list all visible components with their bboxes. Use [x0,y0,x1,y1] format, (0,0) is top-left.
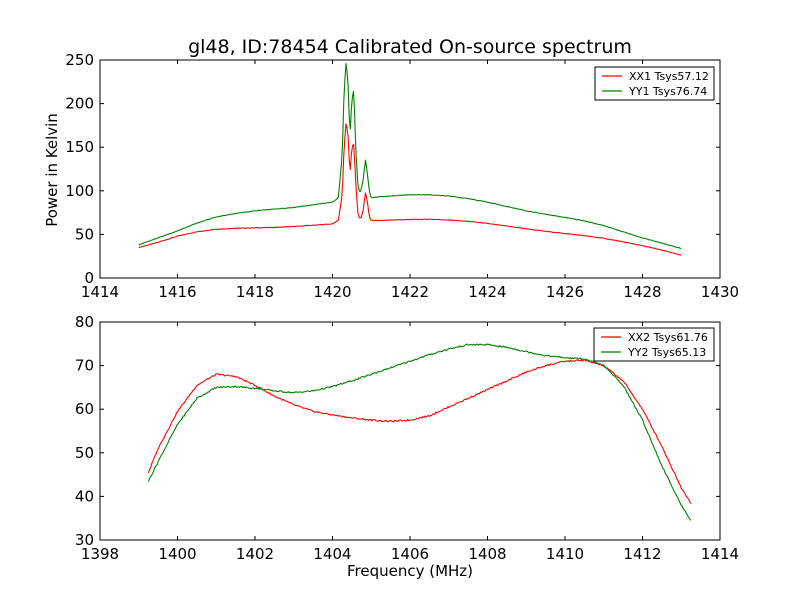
x-tick-label: 1422 [391,283,429,301]
x-tick-label: 1418 [236,283,274,301]
series-line-2-2 [147,343,692,521]
chart-title: gl48, ID:78454 Calibrated On-source spec… [188,36,632,58]
y-tick-label: 70 [75,357,94,375]
x-tick-label: 1424 [468,283,506,301]
x-tick-label: 1400 [158,545,196,563]
y-tick-label: 250 [65,51,94,69]
y-tick-label: 80 [75,313,94,331]
x-tick-label: 1412 [623,545,661,563]
y-tick-label: 30 [75,531,94,549]
y-tick-label: 0 [84,269,94,287]
x-tick-label: 1430 [701,283,739,301]
x-tick-label: 1416 [158,283,196,301]
y-tick-label: 100 [65,182,94,200]
x-tick-label: 1426 [546,283,584,301]
legend: XX1 Tsys57.12 YY1 Tsys76.74 [594,66,715,101]
legend-label: XX1 Tsys57.12 [629,70,709,83]
x-tick-label: 1404 [313,545,351,563]
y-axis-label: Power in Kelvin [43,113,61,227]
x-tick-label: 1414 [81,283,119,301]
series-line-1-1 [138,123,682,256]
x-tick-label: 1410 [546,545,584,563]
x-tick-label: 1398 [81,545,119,563]
legend-label: YY2 Tsys65.13 [627,346,706,359]
x-tick-label: 1420 [313,283,351,301]
legend-box [593,327,715,362]
top-plot: 1414 1416 1418 1420 1422 1424 1426 1428 1430 0 50 1… [65,51,739,301]
y-tick-label: 40 [75,487,94,505]
series-line-1-2 [138,63,682,249]
legend-label: XX2 Tsys61.76 [628,331,708,344]
y-tick-label: 200 [65,95,94,113]
x-tick-label: 1414 [701,545,739,563]
legend-box [594,66,715,101]
legend: XX2 Tsys61.76 YY2 Tsys65.13 [593,327,715,362]
legend-label: YY1 Tsys76.74 [628,85,707,98]
x-tick-label: 1402 [236,545,274,563]
x-axis-label: Frequency (MHz) [347,562,473,580]
y-tick-label: 50 [75,444,94,462]
y-tick-label: 60 [75,400,94,418]
bottom-plot: 1398 1400 1402 1404 1406 1408 1410 1412 1414 30 40… [75,313,739,563]
x-tick-label: 1406 [391,545,429,563]
x-tick-label: 1428 [623,283,661,301]
y-tick-label: 150 [65,138,94,156]
y-tick-label: 50 [75,225,94,243]
x-tick-label: 1408 [468,545,506,563]
